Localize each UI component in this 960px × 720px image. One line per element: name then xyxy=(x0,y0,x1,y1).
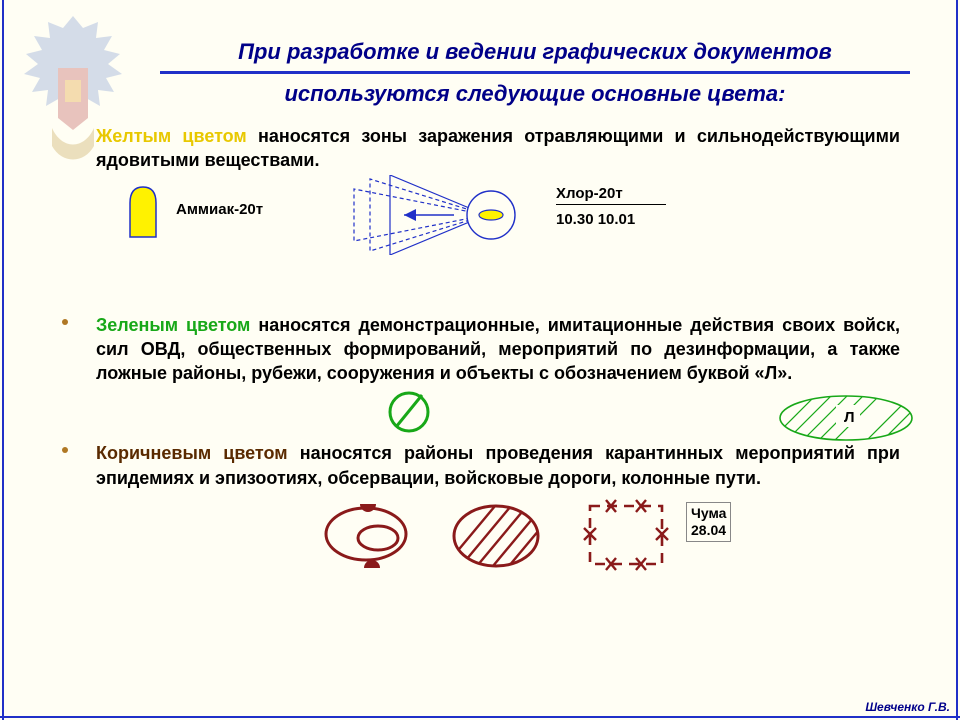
green-circle-icon xyxy=(386,389,432,440)
footer-author: Шевченко Г.В. xyxy=(865,700,950,714)
keyword-green: Зеленым цветом xyxy=(96,315,250,335)
chlor-label: Хлор-20т xyxy=(556,185,666,202)
para-brown: Коричневым цветом наносятся районы прове… xyxy=(96,441,900,490)
brown-double-ellipse-icon xyxy=(316,496,426,581)
ammiak-symbol-icon xyxy=(126,183,160,246)
para-green: Зеленым цветом наносятся демонстрационны… xyxy=(96,313,900,386)
section-yellow: Желтым цветом наносятся зоны заражения о… xyxy=(60,124,910,273)
title-underline xyxy=(160,71,910,74)
brown-hatched-ellipse-icon xyxy=(446,500,546,577)
frame-right xyxy=(956,0,958,720)
plague-date: 28.04 xyxy=(691,522,726,539)
section-green: Зеленым цветом наносятся демонстрационны… xyxy=(60,313,910,440)
keyword-yellow: Желтым цветом xyxy=(96,126,247,146)
brown-dashed-rect-icon xyxy=(576,494,676,581)
yellow-symbols-row: Аммиак-20т Хлор-20т 10. xyxy=(96,183,910,273)
title-block: При разработке и ведении графических док… xyxy=(160,38,910,108)
bullet-icon xyxy=(62,319,68,325)
bullet-icon xyxy=(62,447,68,453)
chlor-symbol-icon xyxy=(346,175,546,260)
plague-title: Чума xyxy=(691,505,726,522)
para-yellow: Желтым цветом наносятся зоны заражения о… xyxy=(96,124,900,173)
chlor-label-block: Хлор-20т 10.30 10.01 xyxy=(556,185,666,228)
frame-left xyxy=(2,0,4,720)
body-area: Желтым цветом наносятся зоны заражения о… xyxy=(60,120,910,596)
brown-symbols-row: Чума 28.04 xyxy=(96,496,910,596)
plague-label: Чума 28.04 xyxy=(686,502,731,542)
ammiak-label: Аммиак-20т xyxy=(176,201,263,218)
frame-bottom xyxy=(0,716,960,718)
green-symbols-row xyxy=(96,389,910,439)
title-line-1: При разработке и ведении графических док… xyxy=(160,38,910,67)
keyword-brown: Коричневым цветом xyxy=(96,443,288,463)
section-brown: Коричневым цветом наносятся районы прове… xyxy=(60,441,910,596)
title-line-2: используются следующие основные цвета: xyxy=(160,80,910,109)
chlor-time: 10.30 10.01 xyxy=(556,211,666,228)
chlor-underline xyxy=(556,204,666,205)
